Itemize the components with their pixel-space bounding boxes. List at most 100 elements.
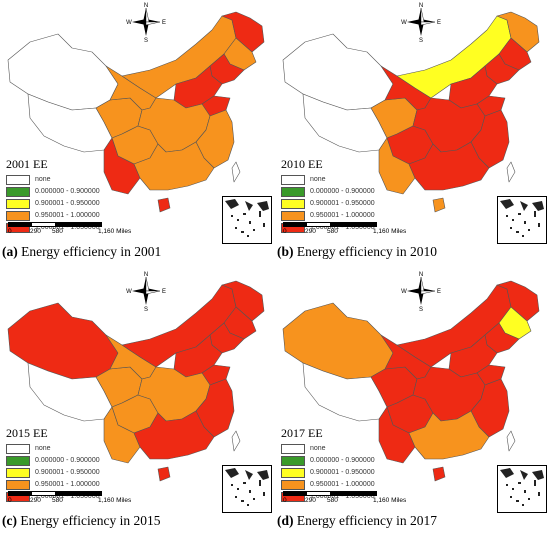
- svg-text:E: E: [437, 289, 441, 295]
- panel-caption: (c) Energy efficiency in 2015: [2, 513, 161, 528]
- legend-swatch: [281, 198, 305, 209]
- scale-tick-label: 580: [327, 497, 338, 504]
- map-legend: 2010 EE none 0.000000 - 0.900000 0.900001 …: [281, 157, 431, 234]
- legend-swatch: [6, 186, 30, 197]
- legend-title: 2015 EE: [6, 426, 48, 440]
- scale-tick-label: 580: [327, 228, 338, 235]
- legend-entry: none: [281, 443, 431, 454]
- legend-label: 0.000000 - 0.900000: [310, 457, 375, 464]
- legend-swatch: [6, 467, 30, 478]
- legend-label: none: [310, 445, 326, 452]
- svg-text:N: N: [419, 272, 423, 278]
- legend-entry: 0.000000 - 0.900000: [281, 455, 431, 466]
- map-panel-d: N E S W 2017 EE none 0.000000 - 0.900000 0…: [275, 269, 550, 537]
- legend-label: 0.000000 - 0.900000: [310, 188, 375, 195]
- scale-bar: 0 290 580 1,160 Miles: [283, 222, 406, 238]
- scale-tick-label: 290: [305, 228, 316, 235]
- scale-tick-label: 1,160 Miles: [98, 497, 132, 504]
- legend-title: 2001 EE: [6, 157, 48, 171]
- region-xinjiang: [282, 33, 394, 111]
- legend-entry: none: [6, 174, 156, 185]
- map-legend: 2015 EE none 0.000000 - 0.900000 0.900001 …: [6, 426, 156, 503]
- legend-entry: 0.900001 - 0.950000: [6, 467, 156, 478]
- panel-caption: (a) Energy efficiency in 2001: [2, 244, 162, 259]
- compass-rose: N E S W: [401, 2, 441, 44]
- region-hainan: [157, 197, 171, 213]
- region-heilongjiang: [496, 11, 540, 53]
- legend-entry: 0.950001 - 1.000000: [6, 210, 156, 221]
- china-map: [7, 280, 265, 482]
- legend-label: none: [310, 176, 326, 183]
- legend-label: 0.900001 - 0.950000: [35, 469, 100, 476]
- region-xinjiang: [7, 302, 119, 380]
- legend-swatch: [6, 443, 30, 454]
- map-panel-a: N E S W 2001 EE none 0.000000 - 0.900000 0…: [0, 0, 275, 268]
- legend-title: 2017 EE: [281, 426, 323, 440]
- region-taiwan: [231, 430, 241, 452]
- china-map: [7, 11, 265, 213]
- region-taiwan: [506, 161, 516, 183]
- legend-label: 1.000001 - 1.050000: [310, 493, 375, 500]
- legend-swatch: [281, 443, 305, 454]
- scale-bar: 0 290 580 1,160 Miles: [8, 222, 131, 238]
- map-panel-b: N E S W 2010 EE none 0.000000 - 0.900000 0…: [275, 0, 550, 268]
- legend-entry: 0.950001 - 1.000000: [6, 479, 156, 490]
- scale-tick-label: 1,160 Miles: [373, 228, 407, 235]
- region-heilongjiang: [496, 280, 540, 322]
- svg-text:N: N: [144, 272, 148, 278]
- region-taiwan: [506, 430, 516, 452]
- map-legend: 2001 EE none 0.000000 - 0.900000 0.900001 …: [6, 157, 156, 234]
- legend-entry: 0.900001 - 0.950000: [281, 198, 431, 209]
- legend-label: 1.000001 - 1.050000: [35, 493, 100, 500]
- scale-tick-label: 0: [283, 497, 287, 504]
- south-china-sea-inset: [497, 196, 547, 244]
- legend-swatch: [6, 479, 30, 490]
- region-xinjiang: [282, 302, 394, 380]
- scale-tick-label: 0: [8, 228, 12, 235]
- china-map: [282, 11, 540, 213]
- scale-tick-label: 290: [30, 228, 41, 235]
- region-xinjiang: [7, 33, 119, 111]
- region-south-china: [408, 410, 490, 460]
- svg-text:E: E: [437, 20, 441, 26]
- svg-text:W: W: [401, 289, 407, 295]
- legend-swatch: [6, 174, 30, 185]
- south-china-sea-inset: [497, 465, 547, 513]
- map-panel-c: N E S W 2015 EE none 0.000000 - 0.900000 0…: [0, 269, 275, 537]
- region-south-china: [133, 141, 215, 191]
- panel-caption: (d) Energy efficiency in 2017: [277, 513, 437, 528]
- legend-title: 2010 EE: [281, 157, 323, 171]
- china-map: [282, 280, 540, 482]
- legend-entry: 0.000000 - 0.900000: [6, 186, 156, 197]
- scale-tick-label: 1,160 Miles: [373, 497, 407, 504]
- legend-entry: 0.900001 - 0.950000: [281, 467, 431, 478]
- scale-tick-label: 580: [52, 497, 63, 504]
- svg-text:E: E: [162, 20, 166, 26]
- scale-tick-label: 1,160 Miles: [98, 228, 132, 235]
- region-heilongjiang: [221, 280, 265, 322]
- region-hainan: [432, 466, 446, 482]
- scale-tick-label: 290: [30, 497, 41, 504]
- legend-entry: 0.950001 - 1.000000: [281, 210, 431, 221]
- svg-text:W: W: [401, 20, 407, 26]
- scale-tick-label: 290: [305, 497, 316, 504]
- legend-label: 0.000000 - 0.900000: [35, 188, 100, 195]
- map-legend: 2017 EE none 0.000000 - 0.900000 0.900001 …: [281, 426, 431, 503]
- compass-rose: N E S W: [126, 271, 166, 313]
- region-hainan: [432, 197, 446, 213]
- legend-entry: 0.950001 - 1.000000: [281, 479, 431, 490]
- compass-rose: N E S W: [126, 2, 166, 44]
- legend-entry: 0.000000 - 0.900000: [6, 455, 156, 466]
- svg-text:E: E: [162, 289, 166, 295]
- scale-tick-label: 0: [8, 497, 12, 504]
- region-south-china: [408, 141, 490, 191]
- legend-entry: 0.000000 - 0.900000: [281, 186, 431, 197]
- legend-label: 0.950001 - 1.000000: [35, 212, 100, 219]
- svg-text:W: W: [126, 20, 132, 26]
- scale-tick-label: 580: [52, 228, 63, 235]
- svg-text:W: W: [126, 289, 132, 295]
- panel-caption: (b) Energy efficiency in 2010: [277, 244, 437, 259]
- legend-label: none: [35, 176, 51, 183]
- legend-entry: 0.900001 - 0.950000: [6, 198, 156, 209]
- legend-entry: none: [6, 443, 156, 454]
